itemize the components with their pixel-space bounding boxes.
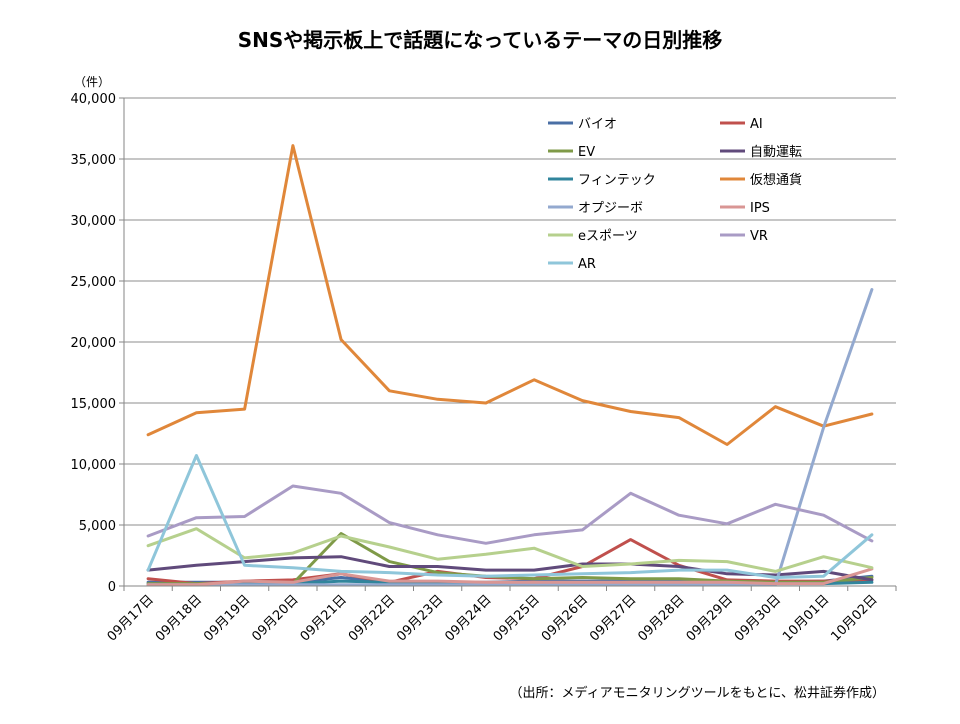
y-tick-label: 5,000 bbox=[79, 519, 116, 534]
x-tick-label: 09月28日 bbox=[635, 592, 687, 644]
x-tick-label: 10月01日 bbox=[780, 592, 832, 644]
x-tick-label: 09月19日 bbox=[201, 592, 253, 644]
x-tick-label: 09月29日 bbox=[684, 592, 736, 644]
x-tick-label: 09月23日 bbox=[394, 592, 446, 644]
y-tick-label: 40,000 bbox=[71, 92, 117, 107]
y-tick-label: 30,000 bbox=[71, 214, 117, 229]
y-tick-label: 15,000 bbox=[71, 397, 117, 412]
x-tick-label: 09月17日 bbox=[105, 592, 157, 644]
x-tick-label: 09月22日 bbox=[346, 592, 398, 644]
x-tick-label: 09月21日 bbox=[298, 592, 350, 644]
legend-label: 仮想通貨 bbox=[750, 172, 802, 188]
y-tick-label: 35,000 bbox=[71, 153, 117, 168]
x-tick-label: 09月18日 bbox=[153, 592, 205, 644]
chart-title: SNSや掲示板上で話題になっているテーマの日別推移 bbox=[238, 28, 723, 52]
legend-label: EV bbox=[578, 145, 595, 160]
x-tick-label: 09月30日 bbox=[732, 592, 784, 644]
series-line bbox=[146, 144, 874, 446]
legend-label: フィンテック bbox=[578, 173, 656, 188]
legend-label: IPS bbox=[750, 201, 770, 216]
x-tick-labels: 09月17日09月18日09月19日09月20日09月21日09月22日09月2… bbox=[105, 592, 881, 644]
series-lines bbox=[146, 144, 874, 587]
x-tick-label: 09月25日 bbox=[491, 592, 543, 644]
series-line bbox=[146, 527, 874, 573]
x-tick-label: 10月02日 bbox=[828, 592, 880, 644]
y-tick-labels: 0 5,000 10,000 15,000 20,000 25,000 30,000 35,0… bbox=[71, 92, 117, 595]
x-tick-label: 09月27日 bbox=[587, 592, 639, 644]
series-line bbox=[146, 484, 874, 545]
y-tick-label: 10,000 bbox=[71, 458, 117, 473]
x-tick-label: 09月24日 bbox=[442, 592, 494, 644]
y-tick-label: 25,000 bbox=[71, 275, 117, 290]
grid-lines bbox=[119, 97, 897, 591]
legend-label: オプジーボ bbox=[578, 201, 643, 216]
legend-label: AI bbox=[750, 117, 763, 132]
legend-label: VR bbox=[750, 229, 768, 244]
x-tick-label: 09月26日 bbox=[539, 592, 591, 644]
x-tick-label: 09月20日 bbox=[249, 592, 301, 644]
legend-label: eスポーツ bbox=[578, 229, 638, 244]
y-axis-unit: （件） bbox=[74, 75, 110, 89]
legend-label: バイオ bbox=[578, 117, 617, 132]
source-note: （出所：メディアモニタリングツールをもとに、松井証券作成） bbox=[510, 685, 885, 701]
legend-label: 自動運転 bbox=[750, 145, 802, 160]
legend-label: AR bbox=[578, 257, 596, 272]
y-tick-label: 0 bbox=[108, 580, 116, 595]
series-line bbox=[146, 567, 874, 587]
series-line bbox=[146, 454, 874, 579]
y-tick-label: 20,000 bbox=[71, 336, 117, 351]
series-line bbox=[146, 288, 874, 587]
